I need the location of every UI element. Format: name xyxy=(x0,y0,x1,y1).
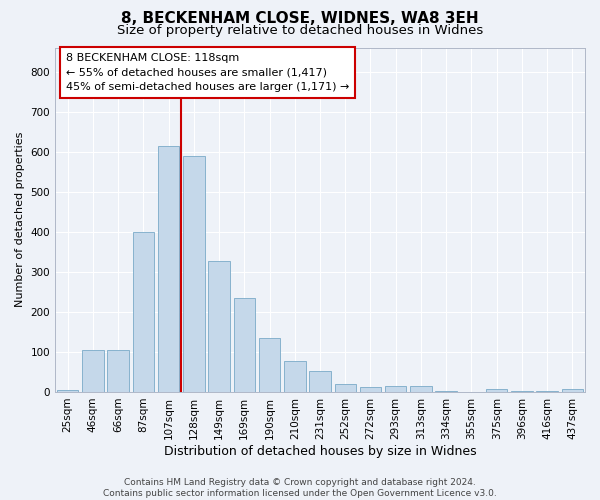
Bar xyxy=(436,391,457,392)
Bar xyxy=(158,146,179,392)
Text: 8 BECKENHAM CLOSE: 118sqm
← 55% of detached houses are smaller (1,417)
45% of se: 8 BECKENHAM CLOSE: 118sqm ← 55% of detac… xyxy=(65,52,349,92)
Bar xyxy=(233,298,255,392)
Bar xyxy=(511,391,533,392)
Bar xyxy=(284,361,305,392)
Bar xyxy=(360,387,381,392)
Text: 8, BECKENHAM CLOSE, WIDNES, WA8 3EH: 8, BECKENHAM CLOSE, WIDNES, WA8 3EH xyxy=(121,11,479,26)
Text: Size of property relative to detached houses in Widnes: Size of property relative to detached ho… xyxy=(117,24,483,37)
Bar xyxy=(133,232,154,392)
Bar xyxy=(107,350,129,392)
Text: Contains HM Land Registry data © Crown copyright and database right 2024.
Contai: Contains HM Land Registry data © Crown c… xyxy=(103,478,497,498)
Bar xyxy=(562,389,583,392)
Y-axis label: Number of detached properties: Number of detached properties xyxy=(15,132,25,308)
Bar xyxy=(57,390,79,392)
Bar xyxy=(82,350,104,392)
Bar xyxy=(309,371,331,392)
Bar xyxy=(385,386,406,392)
Bar xyxy=(486,389,508,392)
Bar xyxy=(536,391,558,392)
Bar xyxy=(183,156,205,392)
X-axis label: Distribution of detached houses by size in Widnes: Distribution of detached houses by size … xyxy=(164,444,476,458)
Bar xyxy=(335,384,356,392)
Bar xyxy=(410,386,431,392)
Bar xyxy=(208,260,230,392)
Bar xyxy=(259,338,280,392)
